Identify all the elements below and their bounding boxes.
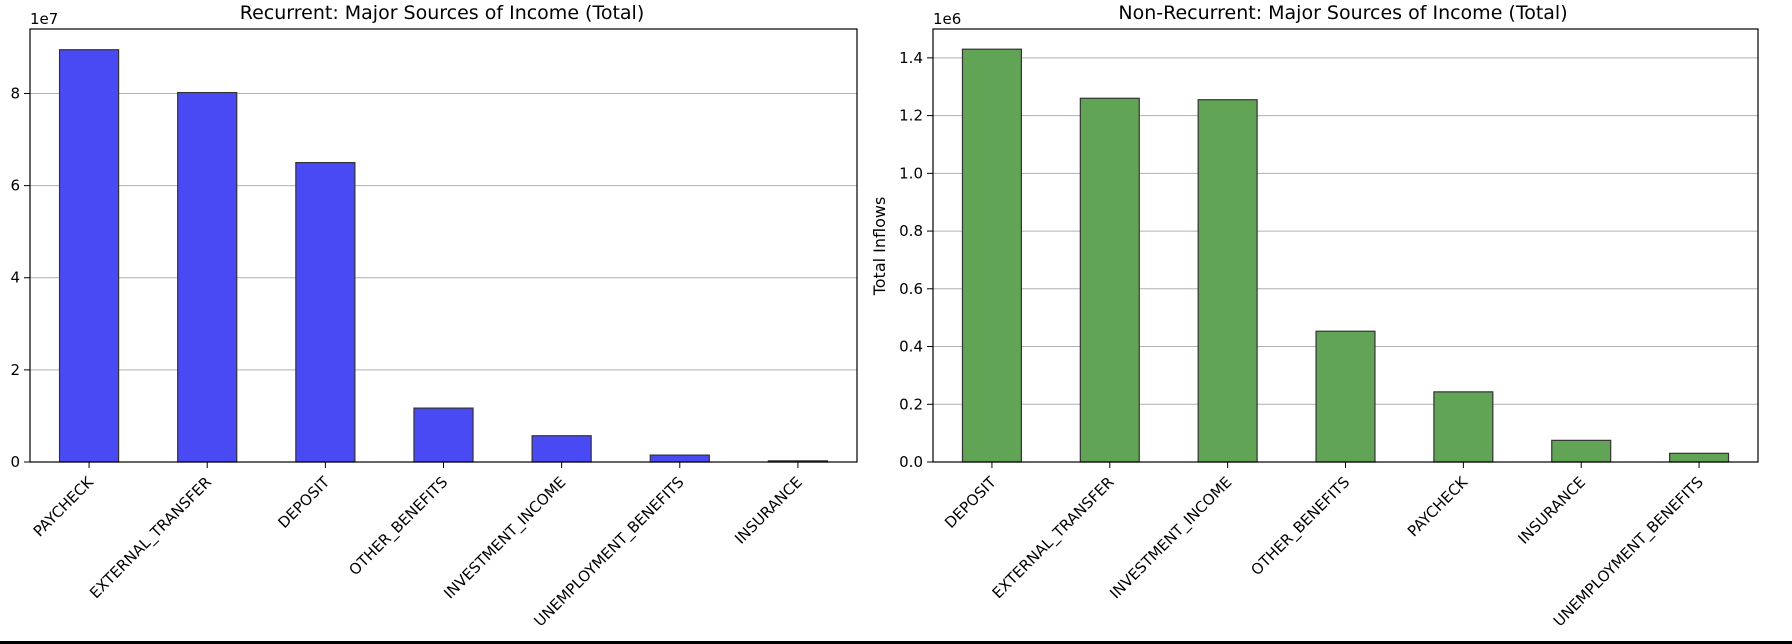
- bar: [531, 435, 592, 463]
- y-ticks: 0 2 4 6 8: [10, 84, 30, 471]
- y-tick-label: 0.6: [899, 280, 923, 298]
- bar: [1551, 439, 1612, 463]
- bar: [1315, 330, 1376, 463]
- gridlines: [30, 92, 857, 371]
- bar: [1669, 452, 1730, 463]
- bars: [58, 49, 829, 463]
- bar: [295, 161, 356, 463]
- y-tick-label: 2: [10, 361, 20, 379]
- chart-title: Non-Recurrent: Major Sources of Income (…: [1118, 2, 1567, 24]
- y-tick-label: 0.8: [899, 222, 923, 240]
- y-tick-label: 8: [10, 84, 20, 102]
- x-tick-label: INVESTMENT_INCOME: [440, 473, 570, 603]
- x-tick-label: PAYCHECK: [1404, 472, 1472, 540]
- x-tick-label: INVESTMENT_INCOME: [1106, 473, 1236, 603]
- gridlines: [933, 57, 1758, 405]
- x-tick-label: INSURANCE: [731, 473, 806, 548]
- chart-title: Recurrent: Major Sources of Income (Tota…: [240, 2, 645, 24]
- x-tick-label: OTHER_BENEFITS: [1247, 473, 1354, 580]
- y-tick-label: 0: [10, 453, 20, 471]
- bar: [413, 407, 474, 463]
- x-tick-label: EXTERNAL_TRANSFER: [86, 473, 216, 603]
- y-tick-label: 1.2: [899, 107, 923, 125]
- bar: [649, 454, 710, 463]
- x-tick-label: EXTERNAL_TRANSFER: [989, 473, 1119, 603]
- bar: [177, 91, 238, 463]
- y-tick-label: 0.2: [899, 395, 923, 413]
- y-axis-label: Total Inflows: [870, 197, 889, 297]
- y-ticks: 0.0 0.2 0.4 0.6 0.8 1.0 1.2 1.4: [899, 49, 933, 471]
- y-tick-label: 1.0: [899, 164, 923, 182]
- y-tick-label: 4: [10, 269, 20, 287]
- bar: [1433, 391, 1494, 463]
- bar: [961, 48, 1022, 463]
- y-tick-label: 6: [10, 177, 20, 195]
- x-tick-label: OTHER_BENEFITS: [345, 473, 452, 580]
- bars: [961, 48, 1730, 463]
- y-tick-label: 0.0: [899, 453, 923, 471]
- bar: [1197, 99, 1258, 463]
- bar: [1079, 97, 1140, 463]
- x-tick-label: DEPOSIT: [274, 473, 333, 532]
- x-ticks: DEPOSITEXTERNAL_TRANSFERINVESTMENT_INCOM…: [941, 462, 1708, 631]
- chart-recurrent: Recurrent: Major Sources of Income (Tota…: [10, 2, 858, 631]
- x-tick-label: PAYCHECK: [30, 472, 98, 540]
- x-tick-label: DEPOSIT: [941, 473, 1000, 532]
- bar: [58, 49, 120, 463]
- chart-non-recurrent: Non-Recurrent: Major Sources of Income (…: [870, 2, 1759, 631]
- y-tick-label: 0.4: [899, 338, 923, 356]
- y-offset-label: 1e6: [933, 10, 961, 28]
- x-tick-label: INSURANCE: [1515, 473, 1590, 548]
- figure-bottom-border: [0, 641, 1792, 644]
- y-offset-label: 1e7: [30, 10, 58, 28]
- y-tick-label: 1.4: [899, 49, 923, 67]
